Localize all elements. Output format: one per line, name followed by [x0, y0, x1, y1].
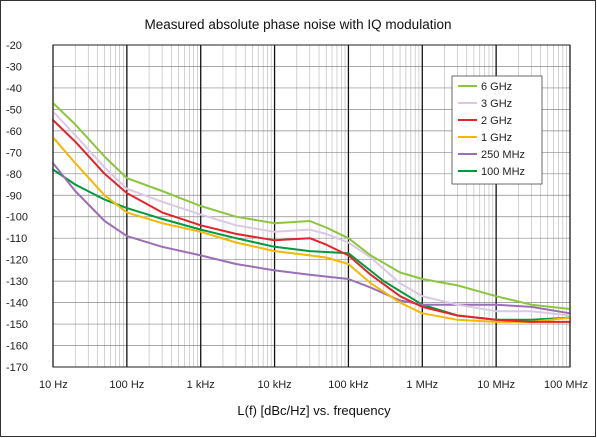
x-axis-label: L(f) [dBc/Hz] vs. frequency [237, 403, 391, 418]
x-tick-label: 100 MHz [544, 379, 588, 391]
y-tick-label: -80 [6, 169, 22, 181]
y-tick-label: -120 [6, 255, 28, 267]
y-tick-label: -170 [6, 362, 28, 374]
x-tick-label: 1 MHz [406, 379, 438, 391]
y-axis-tick-labels: -20 -30 -40 -50 -60 -70 -80 -90 -100 -110 -120 -130… [6, 40, 28, 374]
y-tick-label: -130 [6, 276, 28, 288]
x-tick-label: 10 kHz [257, 379, 291, 391]
chart-title: Measured absolute phase noise with IQ mo… [145, 17, 452, 32]
y-tick-label: -90 [6, 190, 22, 202]
legend-label: 250 MHz [481, 149, 525, 161]
legend-box [451, 75, 543, 185]
y-tick-label: -110 [6, 233, 27, 245]
y-tick-label: -140 [6, 298, 28, 310]
series-line [52, 168, 571, 321]
x-tick-label: 100 kHz [328, 379, 368, 391]
series-line [52, 110, 571, 317]
series-lines [52, 102, 571, 323]
legend-label: 6 GHz [481, 81, 512, 93]
y-tick-label: -60 [6, 126, 22, 138]
x-tick-label: 10 Hz [39, 379, 68, 391]
x-tick-label: 1 kHz [187, 379, 215, 391]
legend-label: 2 GHz [481, 115, 512, 127]
series-line [52, 119, 571, 323]
x-tick-label: 10 MHz [477, 379, 515, 391]
legend-label: 3 GHz [481, 98, 512, 110]
x-axis-tick-labels: 10 Hz 100 Hz 1 kHz 10 kHz 100 kHz 1 MHz 10 MHz… [39, 379, 588, 391]
x-tick-label: 100 Hz [109, 379, 144, 391]
series-line [52, 136, 571, 323]
y-tick-label: -40 [6, 83, 22, 95]
y-tick-label: -100 [6, 212, 28, 224]
y-tick-label: -50 [6, 104, 22, 116]
y-tick-label: -150 [6, 319, 28, 331]
plot-area [52, 44, 571, 368]
y-tick-label: -20 [6, 40, 22, 52]
series-line [52, 102, 571, 310]
y-tick-label: -30 [6, 61, 22, 73]
legend-label: 1 GHz [481, 132, 512, 144]
legend: 6 GHz 3 GHz 2 GHz 1 GHz 250 MHz 100 MHz [451, 75, 543, 185]
y-tick-label: -70 [6, 147, 22, 159]
y-tick-label: -160 [6, 341, 28, 353]
legend-label: 100 MHz [481, 166, 525, 178]
series-line [52, 162, 571, 315]
